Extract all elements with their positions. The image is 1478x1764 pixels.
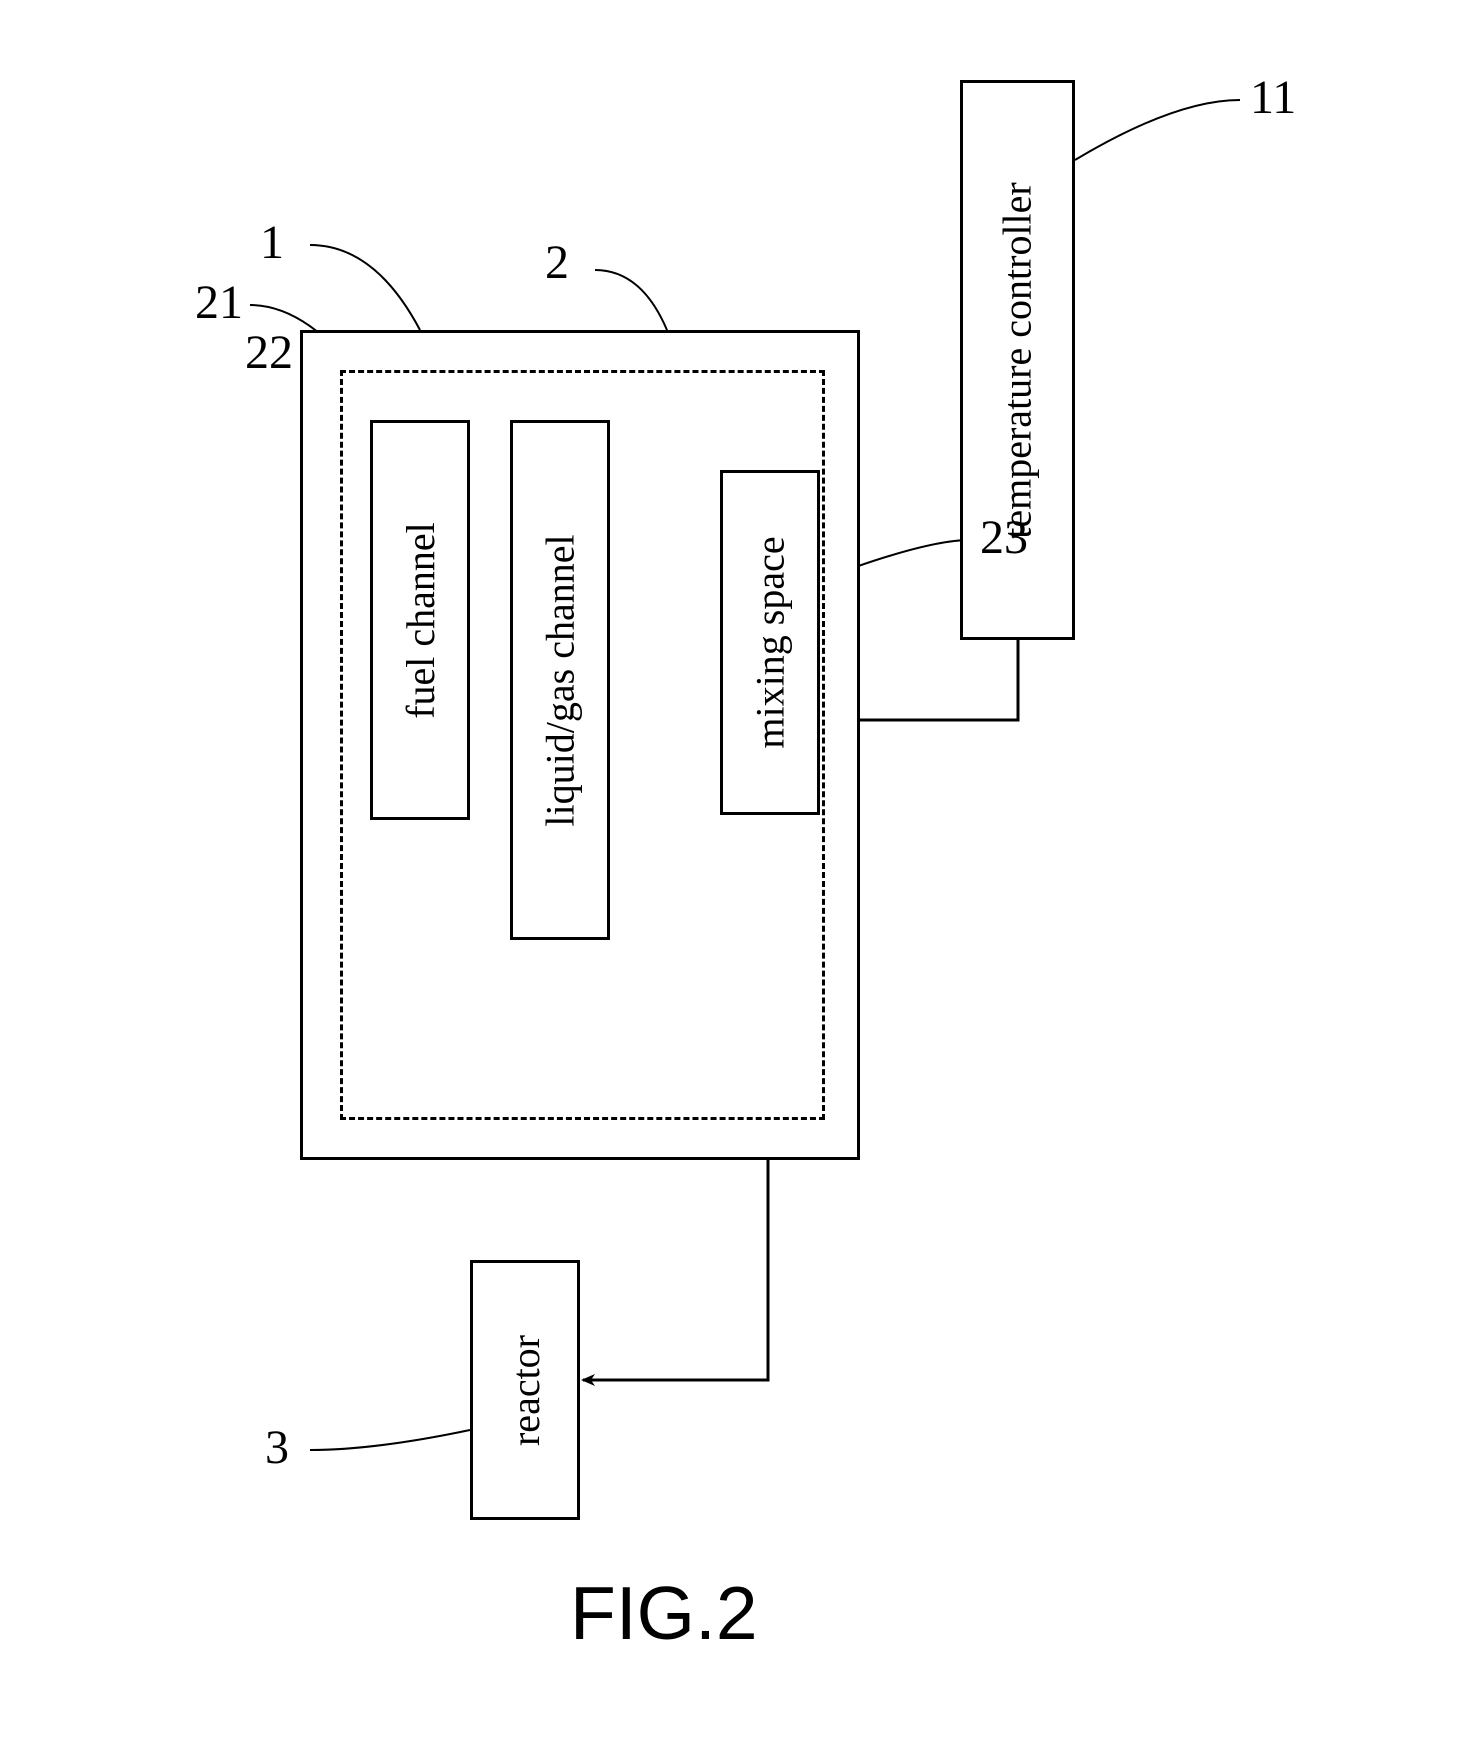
ref-label-11: 11 xyxy=(1250,70,1296,125)
liquid-gas-channel-label: liquid/gas channel xyxy=(537,534,584,826)
reactor-box: reactor xyxy=(470,1260,580,1520)
mixing-space-label: mixing space xyxy=(747,536,794,748)
temperature-controller-label: temperature controller xyxy=(994,182,1041,538)
diagram-canvas: temperature controller fuel channel liqu… xyxy=(0,0,1478,1764)
lead-3 xyxy=(310,1430,470,1450)
fuel-channel-label: fuel channel xyxy=(397,522,444,719)
figure-label: FIG.2 xyxy=(570,1570,758,1656)
ref-label-22: 22 xyxy=(245,325,293,380)
liquid-gas-channel-box: liquid/gas channel xyxy=(510,420,610,940)
reactor-label: reactor xyxy=(502,1334,549,1445)
ref-label-23: 23 xyxy=(980,510,1028,565)
lead-11 xyxy=(1075,100,1240,160)
ref-label-1: 1 xyxy=(260,215,284,270)
ref-label-3: 3 xyxy=(265,1420,289,1475)
ref-label-2: 2 xyxy=(545,235,569,290)
ref-label-21: 21 xyxy=(195,275,243,330)
mixing-space-box: mixing space xyxy=(720,470,820,815)
lead-1 xyxy=(310,245,420,330)
fuel-channel-box: fuel channel xyxy=(370,420,470,820)
